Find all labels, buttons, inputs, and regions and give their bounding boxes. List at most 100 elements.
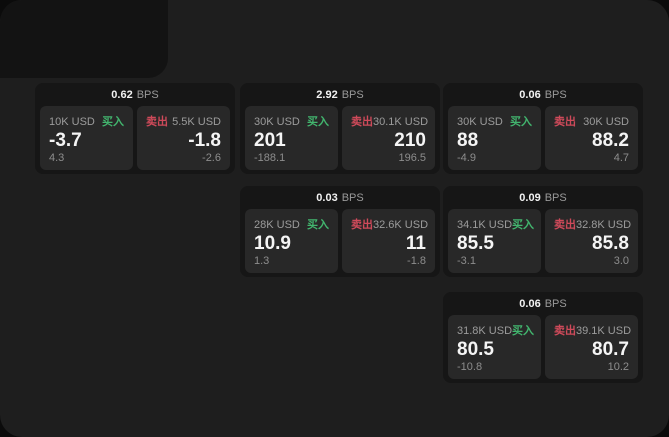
buy-delta: -4.9: [457, 152, 476, 164]
side-panels: 10K USD 买入 -3.7 4.3 卖出 5.5K USD -1.8 -2.…: [35, 106, 235, 174]
buy-label-row: 31.8K USD 买入: [457, 322, 535, 338]
sell-delta: 196.5: [398, 152, 426, 164]
buy-price: 80.5: [457, 338, 494, 360]
card-spread: 2.92 BPS: [240, 83, 440, 106]
buy-panel[interactable]: 28K USD 买入 10.9 1.3: [245, 209, 338, 273]
side-panels: 30K USD 买入 88 -4.9 卖出 30K USD 88.2 4.7: [443, 106, 643, 174]
quote-card: 2.92 BPS 30K USD 买入 201 -188.1 卖出 30.1K U…: [240, 83, 440, 174]
buy-panel[interactable]: 34.1K USD 买入 85.5 -3.1: [448, 209, 541, 273]
buy-delta: -188.1: [254, 152, 286, 164]
spread-value: 0.03: [316, 192, 338, 204]
sell-price: 85.8: [592, 232, 629, 254]
buy-label-row: 30K USD 买入: [457, 113, 532, 129]
buy-delta: 1.3: [254, 255, 270, 267]
sell-label-row: 卖出 5.5K USD: [146, 113, 221, 129]
sell-label-row: 卖出 32.8K USD: [554, 216, 632, 232]
buy-panel[interactable]: 10K USD 买入 -3.7 4.3: [40, 106, 133, 170]
buy-delta: -10.8: [457, 361, 483, 373]
quote-card: 0.62 BPS 10K USD 买入 -3.7 4.3 卖出 5.5K USD …: [35, 83, 235, 174]
sell-notional-label: 39.1K USD: [576, 325, 632, 337]
sell-notional-label: 32.6K USD: [373, 219, 429, 231]
sell-notional-label: 5.5K USD: [172, 116, 221, 128]
sell-notional-label: 32.8K USD: [576, 219, 632, 231]
buy-price: 10.9: [254, 232, 291, 254]
sell-label: 卖出: [146, 116, 168, 128]
sell-panel[interactable]: 卖出 30.1K USD 210 196.5: [342, 106, 435, 170]
buy-label-row: 30K USD 买入: [254, 113, 329, 129]
sell-panel[interactable]: 卖出 39.1K USD 80.7 10.2: [545, 315, 638, 379]
bps-label: BPS: [544, 192, 567, 204]
buy-notional-label: 28K USD: [254, 219, 300, 231]
spread-value: 2.92: [316, 89, 338, 101]
sell-price: 210: [394, 129, 426, 151]
side-panels: 30K USD 买入 201 -188.1 卖出 30.1K USD 210 1…: [240, 106, 440, 174]
buy-price: 201: [254, 129, 286, 151]
buy-panel[interactable]: 30K USD 买入 201 -188.1: [245, 106, 338, 170]
sell-price: -1.8: [188, 129, 221, 151]
bps-label: BPS: [341, 192, 364, 204]
sell-label-row: 卖出 32.6K USD: [351, 216, 429, 232]
card-spread: 0.06 BPS: [443, 83, 643, 106]
bps-label: BPS: [341, 89, 364, 101]
sell-price: 11: [405, 232, 426, 254]
buy-notional-label: 30K USD: [457, 116, 503, 128]
sell-label: 卖出: [351, 116, 373, 128]
spread-value: 0.09: [519, 192, 541, 204]
buy-price: 85.5: [457, 232, 494, 254]
buy-delta: 4.3: [49, 152, 65, 164]
quote-card: 0.09 BPS 34.1K USD 买入 85.5 -3.1 卖出 32.8K …: [443, 186, 643, 277]
sell-notional-label: 30K USD: [583, 116, 629, 128]
buy-notional-label: 30K USD: [254, 116, 300, 128]
sell-delta: -1.8: [407, 255, 426, 267]
sell-delta: 4.7: [613, 152, 629, 164]
buy-price: -3.7: [49, 129, 82, 151]
buy-label-row: 34.1K USD 买入: [457, 216, 535, 232]
buy-price: 88: [457, 129, 479, 151]
sell-delta: 10.2: [607, 361, 629, 373]
sell-label: 卖出: [554, 325, 576, 337]
bps-label: BPS: [136, 89, 159, 101]
side-panels: 28K USD 买入 10.9 1.3 卖出 32.6K USD 11 -1.8: [240, 209, 440, 277]
spread-value: 0.62: [111, 89, 133, 101]
buy-notional-label: 10K USD: [49, 116, 95, 128]
sell-label: 卖出: [351, 219, 373, 231]
sell-label-row: 卖出 30.1K USD: [351, 113, 429, 129]
side-panels: 31.8K USD 买入 80.5 -10.8 卖出 39.1K USD 80.…: [443, 315, 643, 383]
sell-delta: -2.6: [202, 152, 221, 164]
sell-notional-label: 30.1K USD: [373, 116, 429, 128]
sell-price: 88.2: [592, 129, 629, 151]
buy-delta: -3.1: [457, 255, 476, 267]
quote-card: 0.03 BPS 28K USD 买入 10.9 1.3 卖出 32.6K USD…: [240, 186, 440, 277]
bps-label: BPS: [544, 298, 567, 310]
quote-card: 0.06 BPS 31.8K USD 买入 80.5 -10.8 卖出 39.1K…: [443, 292, 643, 383]
buy-label: 买入: [512, 325, 535, 337]
sell-label-row: 卖出 30K USD: [554, 113, 629, 129]
quote-card: 0.06 BPS 30K USD 买入 88 -4.9 卖出 30K USD 88…: [443, 83, 643, 174]
sell-panel[interactable]: 卖出 5.5K USD -1.8 -2.6: [137, 106, 230, 170]
sell-panel[interactable]: 卖出 30K USD 88.2 4.7: [545, 106, 638, 170]
top-left-panel: [0, 0, 168, 78]
sell-delta: 3.0: [613, 255, 629, 267]
card-spread: 0.62 BPS: [35, 83, 235, 106]
card-spread: 0.09 BPS: [443, 186, 643, 209]
card-spread: 0.06 BPS: [443, 292, 643, 315]
side-panels: 34.1K USD 买入 85.5 -3.1 卖出 32.8K USD 85.8…: [443, 209, 643, 277]
bps-label: BPS: [544, 89, 567, 101]
buy-panel[interactable]: 30K USD 买入 88 -4.9: [448, 106, 541, 170]
sell-panel[interactable]: 卖出 32.6K USD 11 -1.8: [342, 209, 435, 273]
buy-label: 买入: [512, 219, 535, 231]
buy-panel[interactable]: 31.8K USD 买入 80.5 -10.8: [448, 315, 541, 379]
sell-label-row: 卖出 39.1K USD: [554, 322, 632, 338]
buy-notional-label: 31.8K USD: [457, 325, 513, 337]
spread-value: 0.06: [519, 298, 541, 310]
buy-label-row: 10K USD 买入: [49, 113, 124, 129]
card-spread: 0.03 BPS: [240, 186, 440, 209]
spread-value: 0.06: [519, 89, 541, 101]
buy-label-row: 28K USD 买入: [254, 216, 329, 232]
buy-label: 买入: [307, 116, 329, 128]
sell-panel[interactable]: 卖出 32.8K USD 85.8 3.0: [545, 209, 638, 273]
buy-label: 买入: [510, 116, 532, 128]
sell-price: 80.7: [592, 338, 629, 360]
buy-label: 买入: [307, 219, 329, 231]
